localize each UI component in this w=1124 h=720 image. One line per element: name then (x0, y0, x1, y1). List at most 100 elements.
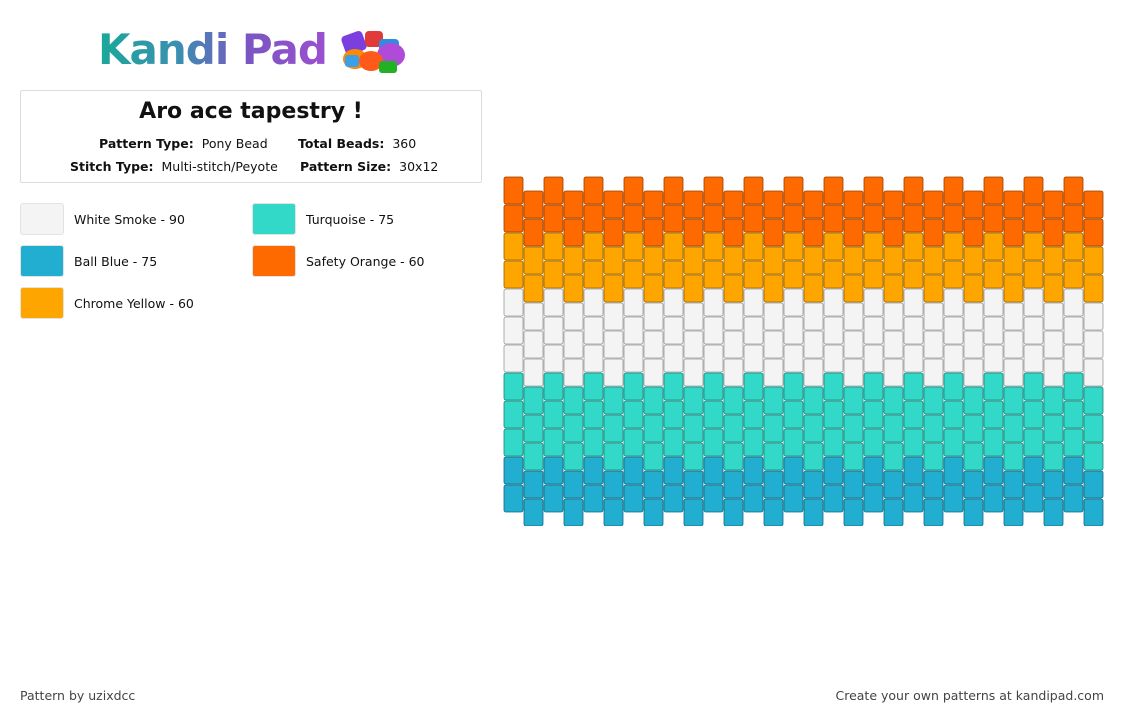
bead (523, 274, 544, 303)
bead (1023, 484, 1044, 513)
bead (1083, 274, 1104, 303)
bead (563, 218, 584, 247)
bead (583, 288, 604, 317)
bead (883, 190, 904, 219)
bead (683, 302, 704, 331)
kandipad-link[interactable]: Create your own patterns at kandipad.com (835, 688, 1104, 703)
total-beads: Total Beads: 360 (298, 136, 416, 151)
bead (743, 428, 764, 457)
bead (1023, 204, 1044, 233)
bead (863, 232, 884, 261)
bead (803, 414, 824, 443)
bead (763, 498, 784, 526)
bead (1023, 232, 1044, 261)
bead (943, 204, 964, 233)
bead (923, 246, 944, 275)
bead (583, 456, 604, 485)
bead (543, 260, 564, 289)
bead (863, 428, 884, 457)
bead (863, 316, 884, 345)
bead (503, 232, 524, 261)
pattern-type-label: Pattern Type: (99, 136, 194, 151)
bead (683, 190, 704, 219)
legend-label: Safety Orange - 60 (306, 253, 425, 269)
pattern-size-value: 30x12 (399, 159, 439, 174)
bead (983, 232, 1004, 261)
bead (1023, 456, 1044, 485)
bead (1083, 498, 1104, 526)
bead (503, 428, 524, 457)
bead (863, 176, 884, 205)
bead (703, 428, 724, 457)
bead (1003, 498, 1024, 526)
bead (763, 190, 784, 219)
bead (983, 456, 1004, 485)
bead (523, 386, 544, 415)
bead (883, 274, 904, 303)
bead (523, 442, 544, 471)
bead (663, 176, 684, 205)
bead (643, 470, 664, 499)
bead (803, 442, 824, 471)
bead (523, 330, 544, 359)
bead (643, 330, 664, 359)
bead (763, 274, 784, 303)
bead (543, 288, 564, 317)
bead (883, 498, 904, 526)
bead (683, 386, 704, 415)
bead (703, 204, 724, 233)
bead (903, 288, 924, 317)
bead (963, 274, 984, 303)
pattern-author[interactable]: Pattern by uzixdcc (20, 688, 136, 703)
bead (983, 288, 1004, 317)
bead (883, 442, 904, 471)
legend-swatch (252, 245, 296, 277)
bead (1043, 302, 1064, 331)
bead (1063, 232, 1084, 261)
logo-text: Kandi Pad (98, 25, 328, 74)
bead (1043, 330, 1064, 359)
logo[interactable]: Kandi Pad (98, 22, 413, 78)
pattern-info-card: Aro ace tapestry ! Pattern Type: Pony Bea… (20, 90, 482, 183)
bead (643, 218, 664, 247)
bead (723, 190, 744, 219)
bead (723, 498, 744, 526)
bead (1043, 274, 1064, 303)
bead (683, 274, 704, 303)
pattern-size: Pattern Size: 30x12 (300, 159, 438, 174)
bead (543, 456, 564, 485)
bead (643, 302, 664, 331)
bead (1003, 218, 1024, 247)
bead (963, 330, 984, 359)
pattern-type: Pattern Type: Pony Bead (99, 136, 268, 151)
bead (1083, 358, 1104, 387)
bead (863, 260, 884, 289)
bead (963, 414, 984, 443)
bead (1083, 386, 1104, 415)
bead (1063, 372, 1084, 401)
bead (623, 428, 644, 457)
bead (543, 372, 564, 401)
bead (803, 330, 824, 359)
bead (623, 372, 644, 401)
bead (583, 316, 604, 345)
bead (783, 428, 804, 457)
bead (503, 288, 524, 317)
bead (623, 316, 644, 345)
bead (523, 498, 544, 526)
bead (983, 316, 1004, 345)
bead (603, 470, 624, 499)
bead (923, 190, 944, 219)
bead (703, 400, 724, 429)
total-beads-label: Total Beads: (298, 136, 385, 151)
bead (1003, 302, 1024, 331)
bead (723, 246, 744, 275)
bead (783, 288, 804, 317)
bead (503, 260, 524, 289)
bead (903, 204, 924, 233)
legend-label: Chrome Yellow - 60 (74, 295, 194, 311)
bead (583, 372, 604, 401)
beads-logo-icon (341, 30, 405, 73)
bead (823, 372, 844, 401)
